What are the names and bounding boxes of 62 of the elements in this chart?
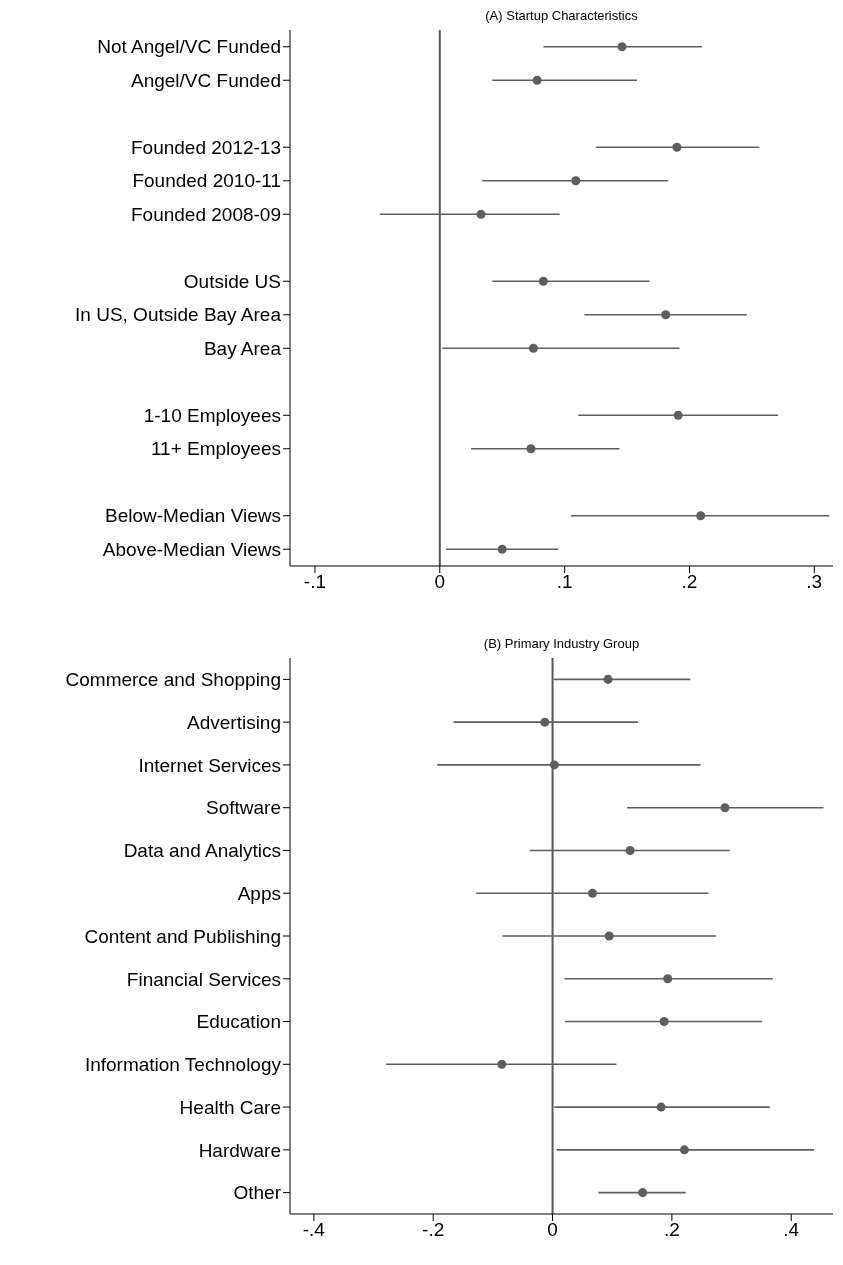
point <box>663 974 673 984</box>
point <box>696 511 706 521</box>
point <box>673 410 683 420</box>
x-tick-label: 0 <box>547 1219 558 1241</box>
x-tick-label: 0 <box>434 571 446 593</box>
point <box>497 1059 507 1069</box>
y-tick-label: Education <box>196 1011 281 1033</box>
y-tick-label: Outside US <box>183 270 281 292</box>
point <box>672 142 682 152</box>
y-tick-label: Above-Median Views <box>102 538 281 560</box>
point <box>659 1017 669 1027</box>
y-tick-label: Founded 2008-09 <box>130 203 281 225</box>
y-tick-label: Financial Services <box>126 968 281 990</box>
point <box>604 931 614 941</box>
point <box>656 1102 666 1112</box>
y-tick-label: Below-Median Views <box>104 505 281 527</box>
y-tick-label: Founded 2012-13 <box>130 136 281 158</box>
point <box>540 717 550 727</box>
chart-title: (B) Primary Industry Group <box>482 636 641 653</box>
x-tick-label: .4 <box>783 1219 800 1241</box>
chart-title: (A) Startup Characteristics <box>484 8 639 25</box>
y-tick-label: Commerce and Shopping <box>65 669 281 691</box>
x-tick-label: -.4 <box>302 1219 326 1241</box>
x-tick-label: -.1 <box>303 571 327 593</box>
point <box>532 75 542 85</box>
y-tick-label: Other <box>233 1182 282 1204</box>
x-tick-label: .2 <box>681 571 698 593</box>
point <box>538 276 548 286</box>
point <box>528 343 538 353</box>
y-tick-label: Content and Publishing <box>84 925 281 947</box>
y-tick-label: Data and Analytics <box>123 840 281 862</box>
y-tick-label: Information Technology <box>84 1054 282 1076</box>
x-tick-label: -.2 <box>422 1219 445 1241</box>
y-tick-label: Software <box>206 797 281 819</box>
point <box>476 209 486 219</box>
y-tick-label: Hardware <box>198 1139 281 1161</box>
y-tick-label: Founded 2010-11 <box>132 170 281 192</box>
point <box>549 760 559 770</box>
y-tick-label: In US, Outside Bay Area <box>75 304 282 326</box>
y-tick-label: Not Angel/VC Funded <box>97 36 281 58</box>
y-tick-label: 1-10 Employees <box>143 404 281 426</box>
point <box>571 176 581 186</box>
y-tick-label: Apps <box>237 882 281 904</box>
point <box>526 444 536 454</box>
x-tick-label: .1 <box>556 571 573 593</box>
point <box>588 888 598 898</box>
y-tick-label: Bay Area <box>203 337 282 359</box>
point <box>679 1145 689 1155</box>
point <box>625 845 635 855</box>
x-tick-label: .3 <box>806 571 823 593</box>
point <box>497 544 507 554</box>
x-tick-label: .2 <box>663 1219 680 1241</box>
y-tick-label: Angel/VC Funded <box>131 69 281 91</box>
y-tick-label: Internet Services <box>138 754 281 776</box>
y-tick-label: 11+ Employees <box>150 438 281 460</box>
point <box>638 1188 648 1198</box>
point <box>720 803 730 813</box>
y-tick-label: Advertising <box>187 711 281 733</box>
point <box>603 674 613 684</box>
point <box>617 42 627 52</box>
point <box>661 310 671 320</box>
y-tick-label: Health Care <box>179 1096 281 1118</box>
